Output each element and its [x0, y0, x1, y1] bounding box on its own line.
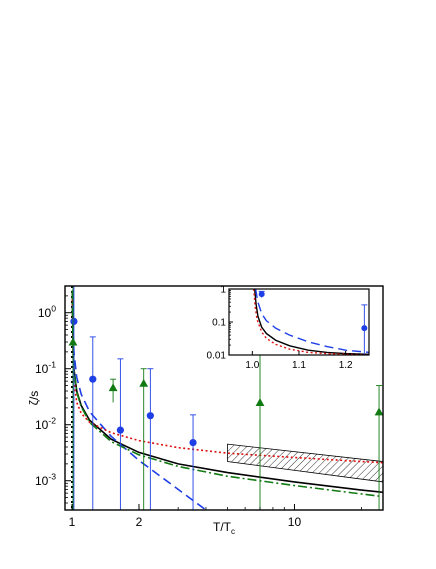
main-point-triangle-0	[68, 337, 78, 346]
inset-x-tick-label-2: 1.2	[339, 360, 353, 371]
inset-plot-area	[253, 289, 369, 355]
main-point-triangle-3	[255, 398, 265, 406]
inset-point-circle-0	[258, 291, 265, 298]
main-panel: 1 2 10 100 10-1 10-2 10-3 ζ/s T/Tc	[27, 285, 384, 536]
x-axis-label-main: T/T	[213, 520, 232, 534]
inset-curve-solid-0	[253, 289, 369, 355]
main-curve-dash-dot-3	[71, 290, 383, 498]
inset-background	[229, 289, 369, 355]
main-point-circle-4	[189, 438, 197, 447]
main-axes: 1 2 10 100 10-1 10-2 10-3	[35, 295, 362, 529]
main-point-circle-3	[146, 412, 154, 420]
inset-curve-dashed-1	[254, 289, 369, 354]
y-axis-label: ζ/s	[27, 391, 41, 406]
main-y-tick-label-2: 10-2	[35, 416, 56, 432]
main-y-tick-label-1: 10-1	[35, 360, 56, 376]
main-point-circle-2	[116, 426, 124, 434]
inset-y-tick-label-1: 0.1	[212, 318, 226, 329]
inset-point-circle-1	[361, 325, 368, 332]
main-point-triangle-2	[139, 378, 149, 387]
inset-curve-dotted-2	[253, 289, 369, 355]
x-axis-label: T/Tc	[213, 520, 235, 536]
inset-x-tick-label-1: 1.1	[292, 360, 306, 371]
main-point-triangle-4	[374, 407, 383, 416]
inset-y-tick-label-2: 0.01	[207, 351, 227, 362]
main-hatched-band	[227, 443, 383, 483]
main-x-tick-label-0: 1	[69, 515, 76, 529]
x-axis-label-subscript: c	[231, 527, 235, 536]
main-point-triangle-1	[108, 383, 118, 392]
main-point-circle-0	[70, 317, 78, 325]
main-y-tick-label-0: 100	[38, 304, 56, 320]
main-x-tick-label-2: 10	[288, 515, 302, 529]
inset-x-tick-label-0: 1.0	[245, 360, 259, 371]
inset-panel: 1.0 1.1 1.2 1 0.1 0.01	[207, 285, 370, 372]
main-x-tick-label-1: 2	[136, 515, 143, 529]
inset-axes: 1.0 1.1 1.2 1 0.1 0.01	[207, 285, 354, 372]
main-plot-area	[68, 286, 383, 510]
inset-y-tick-label-0: 1	[220, 285, 226, 296]
main-y-tick-label-3: 10-3	[35, 472, 56, 488]
main-point-circle-1	[89, 375, 97, 383]
